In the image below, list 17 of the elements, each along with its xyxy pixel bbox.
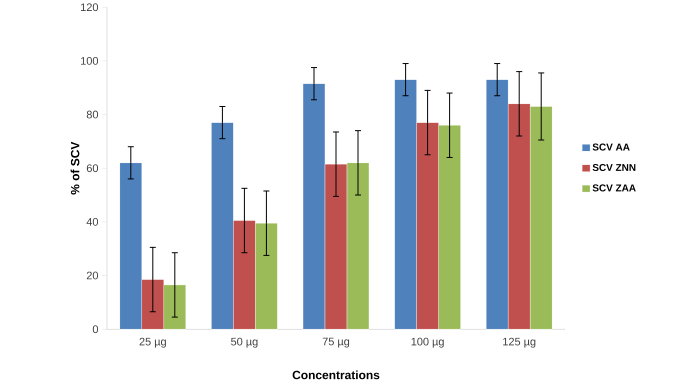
y-tick-label: 120 <box>81 3 98 11</box>
legend-label: SCV ZAA <box>592 184 636 192</box>
legend-label: SCV AA <box>592 143 630 150</box>
x-tick-label: 100 µg <box>412 338 444 348</box>
y-tick-label: 0 <box>92 325 98 333</box>
y-axis-title: % of SCV <box>70 142 80 194</box>
y-tick-label: 100 <box>81 56 98 65</box>
x-tick-label: 50 µg <box>231 338 258 348</box>
x-tick-label: 75 µg <box>322 338 350 348</box>
y-tick-label: 80 <box>86 110 98 118</box>
y-tick-label: 20 <box>86 272 98 280</box>
legend-label: SCV ZNN <box>592 164 636 171</box>
x-tick-label: 25 µg <box>140 338 166 348</box>
y-tick-label: 40 <box>86 218 98 226</box>
x-axis-title: Concentrations <box>292 370 380 380</box>
y-tick-label: 60 <box>86 164 98 172</box>
x-tick-label: 125 µg <box>503 338 536 348</box>
